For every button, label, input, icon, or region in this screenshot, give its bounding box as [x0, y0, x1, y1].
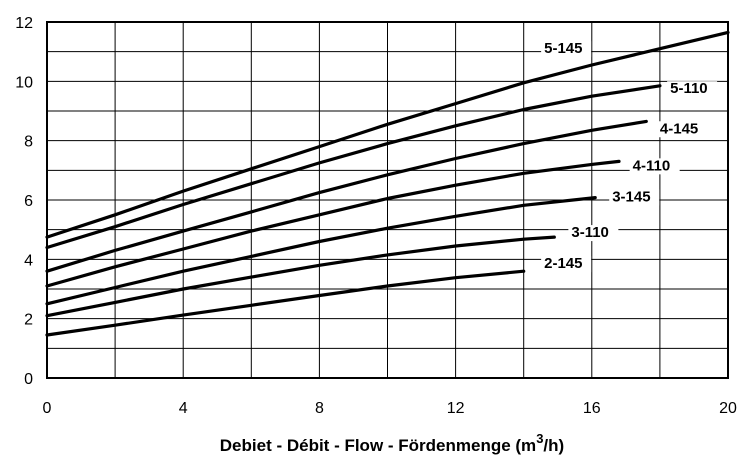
x-axis-title-superscript: 3 [536, 431, 543, 446]
series-labels: 2-145 3-110 3-145 4-110 4-145 5-110 5-145 [541, 40, 718, 273]
y-tick-label: 2 [24, 312, 33, 329]
series-line-3-110 [45, 235, 556, 318]
series-line-5-145 [45, 30, 730, 239]
x-tick-label: 20 [719, 400, 737, 417]
series-label-4-110: 4-110 [633, 157, 671, 174]
series-line-2-145 [45, 269, 526, 337]
series-label-background [541, 256, 592, 273]
series-label-2-145: 2-145 [544, 255, 582, 272]
series-label-background [667, 81, 718, 98]
y-tick-label: 8 [24, 134, 33, 151]
series-label-5-145: 5-145 [544, 40, 582, 57]
x-axis-title: Debiet - Débit - Flow - Fördenmenge (m3/… [220, 431, 564, 455]
series-line-4-145 [45, 119, 648, 273]
series-label-background [541, 41, 592, 58]
x-axis-tick-labels: 0 4 8 12 16 20 [43, 400, 737, 417]
x-tick-label: 4 [179, 400, 188, 417]
series-label-background [609, 189, 660, 206]
y-tick-label: 6 [24, 193, 33, 210]
x-tick-label: 16 [583, 400, 601, 417]
y-tick-label: 12 [15, 15, 33, 32]
series-label-background [568, 225, 619, 242]
y-tick-label: 0 [24, 371, 33, 388]
x-axis-title-end: /h) [543, 436, 564, 455]
series-label-4-145: 4-145 [660, 120, 698, 137]
series-label-3-145: 3-145 [612, 188, 650, 205]
series-label-background [656, 121, 707, 138]
y-tick-label: 10 [15, 74, 33, 91]
y-axis-tick-labels: 0 2 4 6 8 10 12 [15, 15, 33, 388]
series-lines [45, 30, 730, 337]
y-tick-label: 4 [24, 252, 33, 269]
series-line-3-145 [45, 196, 597, 306]
x-tick-label: 8 [315, 400, 324, 417]
series-label-5-110: 5-110 [670, 80, 708, 97]
x-tick-label: 0 [43, 400, 52, 417]
series-line-5-110 [45, 84, 662, 250]
plot-area-frame [46, 21, 729, 379]
x-tick-label: 12 [447, 400, 465, 417]
series-label-background [629, 158, 680, 175]
series-line-4-110 [45, 159, 621, 288]
series-label-3-110: 3-110 [571, 224, 609, 241]
